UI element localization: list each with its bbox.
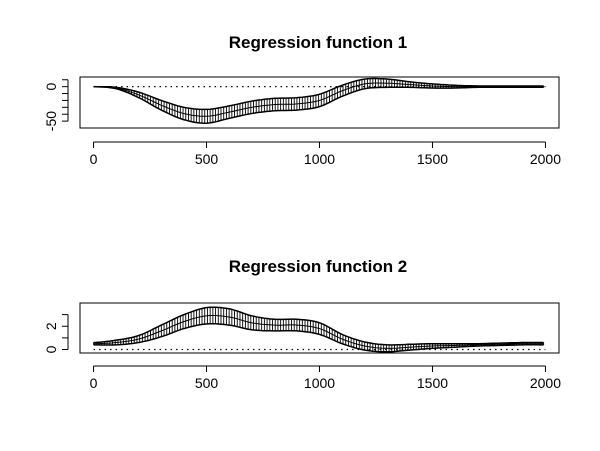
y-tick-label: 2 <box>43 322 59 330</box>
lower-band-edge <box>93 322 544 353</box>
x-tick-label: 2000 <box>530 375 561 391</box>
x-tick-label: 1500 <box>417 151 448 167</box>
y-tick-label: -50 <box>43 111 59 131</box>
plot-frame-2 <box>79 302 560 354</box>
x-tick-label: 0 <box>90 151 98 167</box>
x-tick-label: 1000 <box>304 375 335 391</box>
plot-frame-1 <box>79 76 560 129</box>
regression-line <box>93 82 544 117</box>
x-tick-label: 500 <box>195 151 219 167</box>
upper-band-edge <box>93 77 544 111</box>
regression-line <box>93 315 544 349</box>
regression-function-2-panel: Regression function 2 0 500 1000 1500 2000 0 2 <box>43 257 561 391</box>
x-tick-label: 0 <box>90 375 98 391</box>
regression-function-1-panel: Regression function 1 0 500 1000 1500 2000 -5… <box>43 33 561 167</box>
x-tick-label: 2000 <box>530 151 561 167</box>
x-tick-label: 1000 <box>304 151 335 167</box>
y-tick-label: 0 <box>43 83 59 91</box>
x-tick-label: 500 <box>195 375 219 391</box>
y-tick-label: 0 <box>43 345 59 353</box>
upper-band-edge <box>93 306 544 346</box>
lower-band-edge <box>93 85 544 124</box>
x-tick-label: 1500 <box>417 375 448 391</box>
chart-title-2: Regression function 2 <box>229 257 408 276</box>
chart-title-1: Regression function 1 <box>229 33 408 52</box>
